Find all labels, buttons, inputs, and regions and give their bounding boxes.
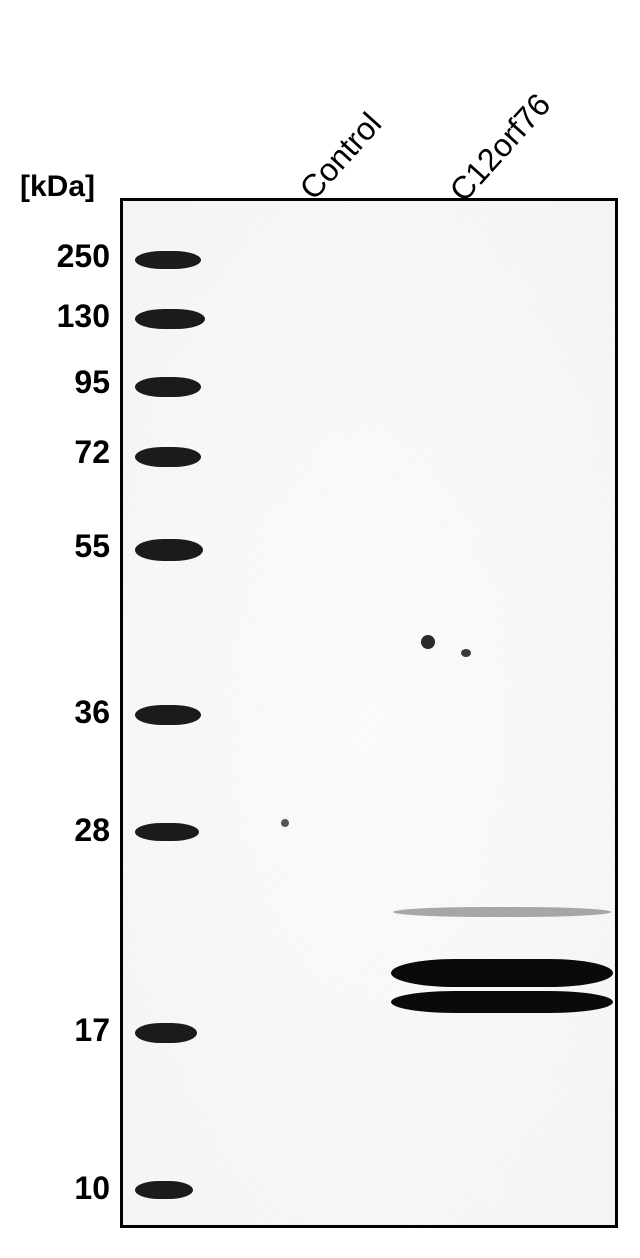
axis-unit-label: [kDa] (20, 170, 95, 204)
figure-container: [kDa] Control C12orf76 250 130 95 72 55 … (0, 0, 640, 1258)
mw-label-250: 250 (15, 238, 110, 275)
ladder-band-55 (135, 539, 203, 561)
ladder-band-28 (135, 823, 199, 841)
ladder-band-10 (135, 1181, 193, 1199)
sample-band-main-1 (391, 959, 613, 987)
artifact-speck (281, 819, 289, 827)
lane-label-sample: C12orf76 (443, 86, 559, 209)
ladder-band-130 (135, 309, 205, 329)
mw-label-28: 28 (15, 812, 110, 849)
ladder-band-17 (135, 1023, 197, 1043)
sample-band-main-2 (391, 991, 613, 1013)
mw-label-36: 36 (15, 694, 110, 731)
mw-label-55: 55 (15, 528, 110, 565)
ladder-band-250 (135, 251, 201, 269)
lane-label-control: Control (293, 106, 390, 207)
mw-label-72: 72 (15, 434, 110, 471)
ladder-band-36 (135, 705, 201, 725)
ladder-band-95 (135, 377, 201, 397)
ladder-band-72 (135, 447, 201, 467)
artifact-speck (421, 635, 435, 649)
artifact-speck (461, 649, 471, 657)
mw-label-17: 17 (15, 1012, 110, 1049)
mw-label-10: 10 (15, 1170, 110, 1207)
blot-frame (120, 198, 618, 1228)
mw-label-95: 95 (15, 364, 110, 401)
sample-band-faint-upper (393, 907, 611, 917)
mw-label-130: 130 (15, 298, 110, 335)
